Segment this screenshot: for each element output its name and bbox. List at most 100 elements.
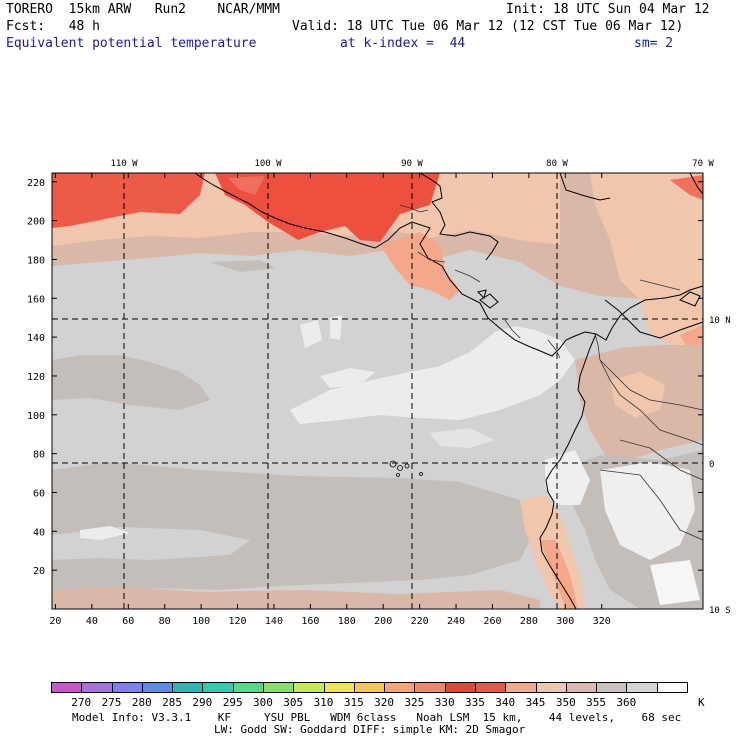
- latitude-label: 10 S: [709, 606, 731, 616]
- colorbar-swatch: [444, 682, 476, 693]
- x-tick-label: 60: [122, 616, 134, 627]
- model-title: TORERO 15km ARW Run2 NCAR/MMM: [6, 2, 280, 17]
- borders: [399, 204, 704, 541]
- cuba-coast: [559, 172, 611, 201]
- colorbar-swatch: [475, 682, 507, 693]
- colorbar-label: 290: [192, 696, 213, 709]
- level-info: at k-index = 44: [340, 36, 466, 51]
- valid-time: Valid: 18 UTC Tue 06 Mar 12 (12 CST Tue …: [292, 19, 684, 34]
- gray-patch-north: [210, 260, 275, 272]
- colorbar-label: 325: [404, 696, 425, 709]
- west-gray-patch: [52, 355, 210, 410]
- y-tick-label: 160: [27, 294, 45, 305]
- x-axis-labels: 20 40 60 80 100 120 140 160 180 200 220 240 260 280 30…: [49, 616, 610, 627]
- y-tick-label: 80: [33, 450, 45, 461]
- equatorial-white-band: [290, 326, 575, 424]
- x-tick-label: 200: [374, 616, 392, 627]
- longitude-labels: 110 W 100 W 90 W 80 W 70 W: [110, 159, 714, 169]
- colorbar-label: 340: [495, 696, 516, 709]
- x-tick-label: 140: [265, 616, 283, 627]
- x-tick-label: 100: [192, 616, 210, 627]
- x-tick-label: 180: [338, 616, 356, 627]
- x-tick-label: 260: [483, 616, 501, 627]
- colorbar-label: 300: [253, 696, 273, 709]
- ecuador-white: [545, 450, 590, 505]
- colorbar-label: 285: [162, 696, 183, 709]
- axis-ticks: [52, 173, 703, 609]
- y-tick-label: 60: [33, 488, 45, 499]
- latitude-labels: 10 N 0 10 S: [709, 316, 731, 616]
- longitude-label: 70 W: [692, 159, 714, 169]
- y-tick-label: 180: [27, 255, 45, 266]
- y-tick-label: 220: [27, 178, 45, 189]
- colorbar-swatch: [414, 682, 446, 693]
- colorbar-swatch: [293, 682, 325, 693]
- border-colombia-peru: [599, 359, 704, 446]
- colombia-peach: [590, 173, 703, 360]
- init-time: Init: 18 UTC Sun 04 Mar 12: [506, 2, 710, 17]
- coastlines: [194, 172, 704, 610]
- colorbar-label: 360: [616, 696, 637, 709]
- mexico-coral: [228, 176, 265, 195]
- yucatan-coast: [419, 172, 499, 261]
- latitude-label: 0: [709, 460, 714, 470]
- border-peru-brazil: [599, 469, 704, 541]
- x-tick-label: 120: [228, 616, 246, 627]
- colorbar-swatch: [596, 682, 628, 693]
- colorbar-swatch: [172, 682, 204, 693]
- white-patch-5: [80, 526, 130, 540]
- colorbar-swatch: [202, 682, 234, 693]
- colorbar-label: 315: [343, 696, 364, 709]
- central-america-coast: [194, 172, 704, 357]
- colorbar-label: 270: [71, 696, 92, 709]
- border-colombia-venezuela: [639, 279, 681, 291]
- y-tick-label: 100: [27, 411, 45, 422]
- colorbar-label: 320: [374, 696, 395, 709]
- lake-nicaragua: [479, 293, 499, 309]
- hispaniola-coast: [689, 172, 704, 195]
- colorbar-label: 280: [131, 696, 152, 709]
- colorbar-label: 330: [434, 696, 455, 709]
- colorbar-label: 295: [222, 696, 243, 709]
- colorbar-label: 310: [313, 696, 334, 709]
- border-nicaragua-costarica: [504, 319, 521, 339]
- border-ecuador-peru: [619, 439, 704, 481]
- colorbar-swatch: [51, 682, 83, 693]
- colorbar-swatch: [565, 682, 598, 693]
- x-tick-label: 80: [159, 616, 171, 627]
- smoothing-info: sm= 2: [634, 36, 674, 51]
- colorbar-unit: K: [698, 696, 705, 709]
- x-tick-label: 20: [49, 616, 61, 627]
- x-tick-label: 240: [447, 616, 465, 627]
- south-america-west-coast: [539, 333, 597, 610]
- island-trinidad: [679, 291, 701, 307]
- y-tick-label: 140: [27, 333, 45, 344]
- colorbar-label: 355: [586, 696, 607, 709]
- border-honduras-nicaragua: [454, 269, 481, 283]
- colorbar-label: 305: [283, 696, 304, 709]
- longitude-label: 80 W: [546, 159, 568, 169]
- map-field: [52, 173, 703, 609]
- x-tick-label: 40: [86, 616, 98, 627]
- southeast-white: [650, 560, 700, 605]
- colorbar-swatch: [535, 682, 567, 693]
- model-info: Model Info: V3.3.1 KF YSU PBL WDM 6class…: [72, 711, 682, 724]
- y-axis-labels: 20 40 60 80 100 120 140 160 180 200 220: [27, 178, 45, 577]
- y-tick-label: 200: [27, 217, 45, 228]
- longitude-label: 90 W: [401, 159, 423, 169]
- y-tick-label: 40: [33, 527, 45, 538]
- colorbar-swatch: [232, 682, 264, 693]
- northwest-red: [52, 173, 205, 228]
- central-america-salmon: [380, 232, 460, 300]
- colorbar-label: 335: [465, 696, 485, 709]
- graticule: [52, 173, 703, 609]
- border-guatemala-honduras: [417, 251, 446, 263]
- y-tick-label: 20: [33, 566, 45, 577]
- field-name: Equivalent potential temperature: [6, 36, 257, 51]
- map-frame: [51, 172, 704, 610]
- colorbar-swatch: [353, 682, 386, 693]
- colorbar-swatch: [626, 682, 658, 693]
- peru-coast-salmon: [540, 540, 578, 609]
- colorbar-label: 350: [555, 696, 576, 709]
